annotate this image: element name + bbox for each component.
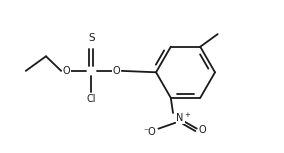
Text: +: + [185,112,191,118]
Text: O: O [199,125,206,135]
Text: S: S [88,33,95,43]
Text: ⁻O: ⁻O [144,127,156,137]
Text: O: O [113,66,120,76]
Text: O: O [62,66,70,76]
Text: N: N [176,113,184,123]
Text: Cl: Cl [87,94,96,104]
